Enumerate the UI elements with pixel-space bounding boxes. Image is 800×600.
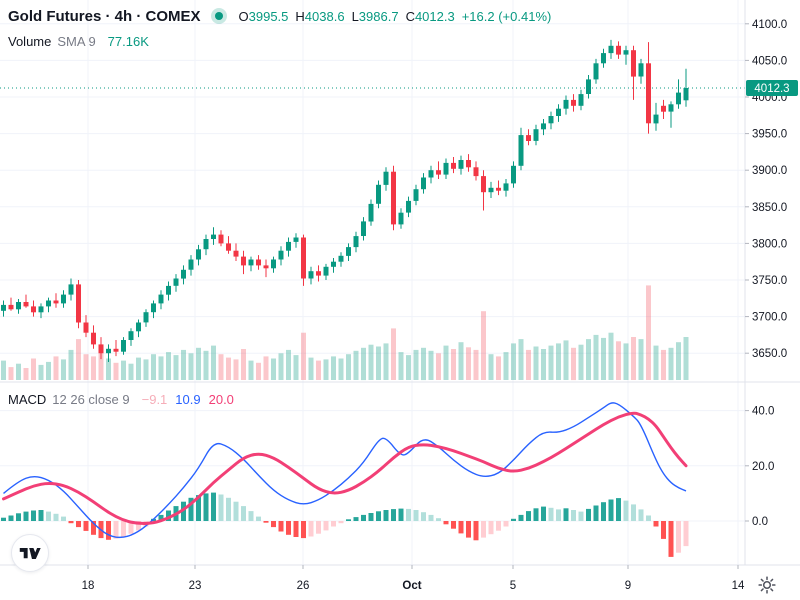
current-price-badge: 4012.3 xyxy=(746,80,798,96)
macd-axis-labels: 40.0 20.0 0.0 xyxy=(745,406,774,528)
macd-line xyxy=(3,402,687,539)
volume-label: Volume xyxy=(8,33,52,49)
open-value: 3995.5 xyxy=(248,8,289,24)
macd-line-value: 10.9 xyxy=(175,391,201,407)
svg-text:0.0: 0.0 xyxy=(752,516,768,528)
svg-text:3700.0: 3700.0 xyxy=(752,312,787,324)
svg-text:3900.0: 3900.0 xyxy=(752,165,787,177)
macd-signal-line xyxy=(2,411,688,526)
candles xyxy=(1,39,689,362)
macd-histogram xyxy=(1,492,689,557)
market-status-core xyxy=(214,12,223,20)
high-label: H xyxy=(295,8,305,24)
low-label: L xyxy=(351,8,359,24)
svg-text:4050.0: 4050.0 xyxy=(752,55,787,67)
time-axis[interactable] xyxy=(0,566,745,600)
volume-value: 77.16K xyxy=(107,33,149,49)
volume-params: SMA 9 xyxy=(57,33,96,49)
volume-legend[interactable]: Volume SMA 9 77.16K xyxy=(8,32,157,50)
change-value: +16.2 (+0.41%) xyxy=(461,8,552,24)
svg-text:14: 14 xyxy=(732,580,745,592)
svg-text:4100.0: 4100.0 xyxy=(752,19,787,31)
svg-text:20.0: 20.0 xyxy=(752,461,774,473)
time-axis-labels: 18 23 26 Oct 5 9 14 xyxy=(82,565,745,592)
close-label: C xyxy=(405,8,415,24)
symbol-legend: Gold Futures · 4h · COMEX O 3995.5 H 4038.… xyxy=(8,6,551,26)
ohlc-values: O 3995.5 H 4038.6 L 3986.7 C 4012.3 +16.2 (+… xyxy=(239,9,552,24)
svg-text:23: 23 xyxy=(189,580,202,592)
macd-signal-value: 20.0 xyxy=(208,391,234,407)
tradingview-logo-icon xyxy=(19,547,41,559)
svg-text:40.0: 40.0 xyxy=(752,406,774,418)
svg-text:4012.3: 4012.3 xyxy=(754,83,789,95)
macd-label: MACD xyxy=(8,391,47,407)
svg-text:5: 5 xyxy=(510,580,516,592)
market-status-dot[interactable] xyxy=(210,8,227,24)
macd-histogram-value: −9.1 xyxy=(141,391,168,407)
svg-text:18: 18 xyxy=(82,580,95,592)
svg-text:9: 9 xyxy=(625,580,631,592)
svg-text:26: 26 xyxy=(297,580,310,592)
svg-text:3650.0: 3650.0 xyxy=(752,348,787,360)
open-label: O xyxy=(238,8,249,24)
svg-text:Oct: Oct xyxy=(402,580,421,592)
gear-icon xyxy=(758,576,776,594)
tradingview-logo[interactable] xyxy=(11,534,49,572)
svg-text:3950.0: 3950.0 xyxy=(752,129,787,141)
volume-bars xyxy=(1,285,689,381)
macd-params: 12 26 close 9 xyxy=(52,391,130,407)
svg-text:3850.0: 3850.0 xyxy=(752,202,787,214)
low-value: 3986.7 xyxy=(358,8,399,24)
macd-legend[interactable]: MACD 12 26 close 9 −9.1 10.9 20.0 xyxy=(8,390,242,408)
svg-text:3800.0: 3800.0 xyxy=(752,238,787,250)
symbol-title[interactable]: Gold Futures · 4h · COMEX xyxy=(8,7,201,25)
chart-settings-button[interactable] xyxy=(758,576,776,594)
price-axis[interactable] xyxy=(746,0,800,565)
price-axis-labels: 4100.04050.04000.03950.03900.03850.03800… xyxy=(745,19,787,360)
svg-text:3750.0: 3750.0 xyxy=(752,275,787,287)
close-value: 4012.3 xyxy=(414,8,455,24)
high-value: 4038.6 xyxy=(304,8,345,24)
